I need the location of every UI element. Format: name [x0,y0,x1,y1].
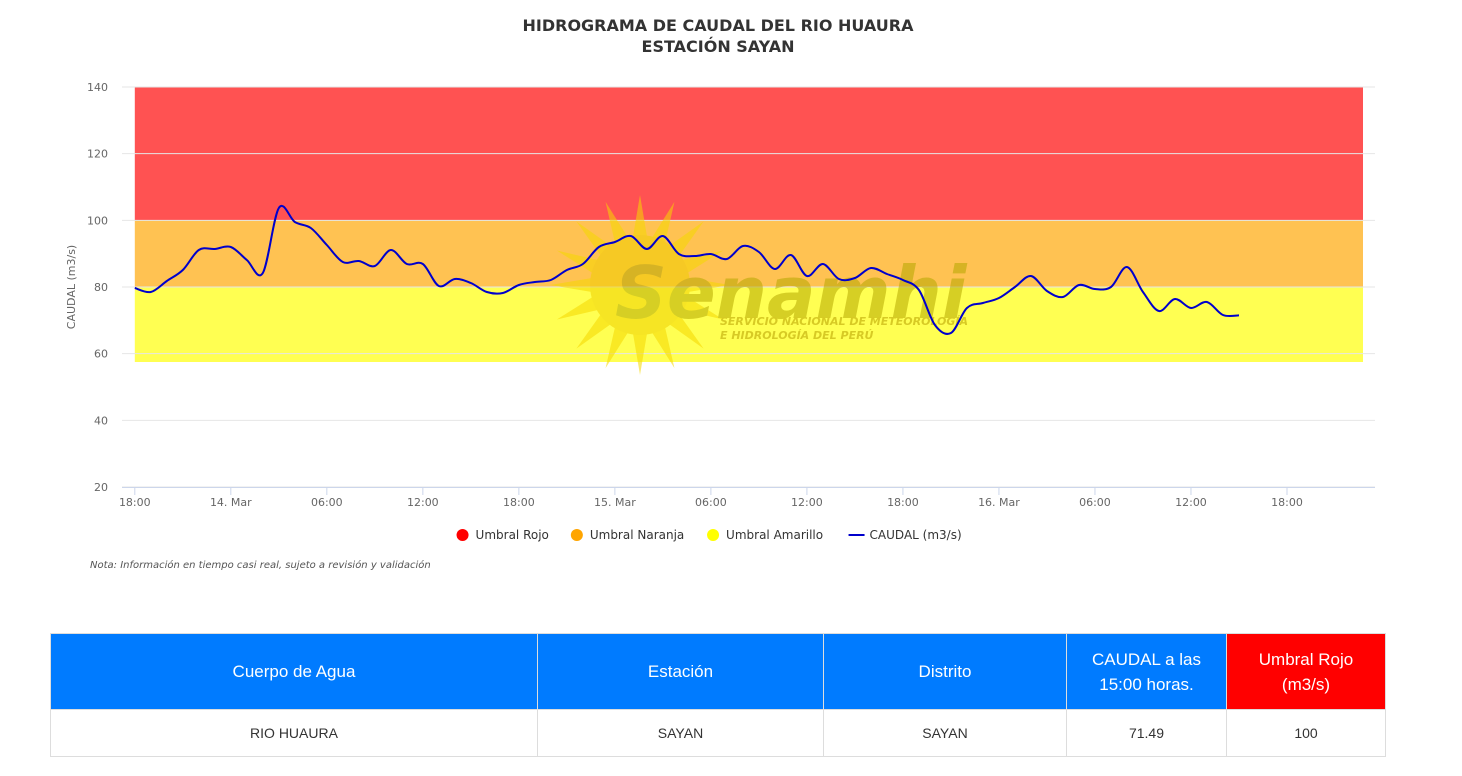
legend-label: Umbral Amarillo [726,528,823,542]
table-cell: 71.49 [1066,709,1227,757]
sun-ray [687,277,730,293]
x-tick-label: 18:00 [503,496,535,509]
chart: HIDROGRAMA DE CAUDAL DEL RIO HUAURA ESTA… [65,16,1375,571]
sun-ray [681,296,724,320]
x-tick-label: 06:00 [1079,496,1111,509]
legend-label: Umbral Rojo [476,528,549,542]
x-tick-label: 16. Mar [978,496,1020,509]
x-tick-label: 18:00 [1271,496,1303,509]
sun-ray [556,296,599,320]
sun-ray [681,250,724,274]
x-tick-label: 12:00 [407,496,439,509]
y-tick-label: 140 [87,81,108,94]
legend-symbol [456,529,469,541]
sun-ray [550,277,593,293]
x-tick-label: 12:00 [791,496,823,509]
legend-label: CAUDAL (m3/s) [870,528,962,542]
x-tick-label: 14. Mar [210,496,252,509]
x-tick-label: 06:00 [311,496,343,509]
x-tick-label: 18:00 [887,496,919,509]
sun-ray [605,326,629,369]
header-cell: Estación [537,633,824,710]
table-row: RIO HUAURA SAYAN SAYAN 71.49 100 [50,709,1386,757]
line-series [134,205,1240,335]
y-tick-label: 40 [94,414,108,427]
legend-label: Umbral Naranja [590,528,684,542]
header-cell: Distrito [823,633,1067,710]
sun-core [590,235,690,335]
chart-subtitle: ESTACIÓN SAYAN [642,37,795,56]
x-tick-label: 12:00 [1175,496,1207,509]
threshold-band [134,287,1364,362]
table-cell: SAYAN [537,709,824,757]
table-cell: 100 [1226,709,1386,757]
sun-ray [576,221,612,257]
watermark-line: E HIDROLOGÍA DEL PERÚ [720,329,874,342]
y-tick-label: 60 [94,348,108,361]
header-row: Cuerpo de Agua Estación Distrito CAUDAL a l… [50,633,1386,710]
y-tick-label: 20 [94,481,108,494]
y-tick-label: 120 [87,148,108,161]
table-body: RIO HUAURA SAYAN SAYAN 71.49 100 [50,709,1386,757]
table-cell: RIO HUAURA [50,709,538,757]
y-tick-label: 80 [94,281,108,294]
watermark-line: SERVICIO NACIONAL DE METEOROLOGÍA [720,315,968,328]
x-tick-label: 06:00 [695,496,727,509]
legend: Umbral Rojo Umbral Naranja Umbral Amarillo… [456,528,962,542]
y-tick-label: 100 [87,214,108,227]
sun-ray [556,250,599,274]
header-cell: Cuerpo de Agua [50,633,538,710]
sun-ray [632,195,648,238]
legend-symbol [570,529,583,541]
watermark-title: Senamhi [615,251,968,335]
y-axis-label: CAUDAL (m3/s) [65,245,78,329]
chart-title: HIDROGRAMA DE CAUDAL DEL RIO HUAURA [523,16,915,35]
sun-ray [576,313,612,349]
sun-ray [632,332,648,375]
header-cell: Umbral Rojo (m3/s) [1226,633,1386,710]
note: Nota: Información en tiempo casi real, s… [90,559,431,571]
sun-ray [605,201,629,244]
x-tick-label: 15. Mar [594,496,636,509]
x-tick-label: 18:00 [119,496,151,509]
sun-ray [668,313,704,349]
threshold-band [134,220,1364,287]
sun-ray [651,326,675,369]
legend-symbol [707,529,720,541]
sun-ray [651,201,675,244]
sun-ray [668,221,704,257]
header-cell: CAUDAL a las 15:00 horas. [1066,633,1227,710]
data-table: Cuerpo de Agua Estación Distrito CAUDAL a l… [50,633,1386,757]
table-cell: SAYAN [823,709,1067,757]
